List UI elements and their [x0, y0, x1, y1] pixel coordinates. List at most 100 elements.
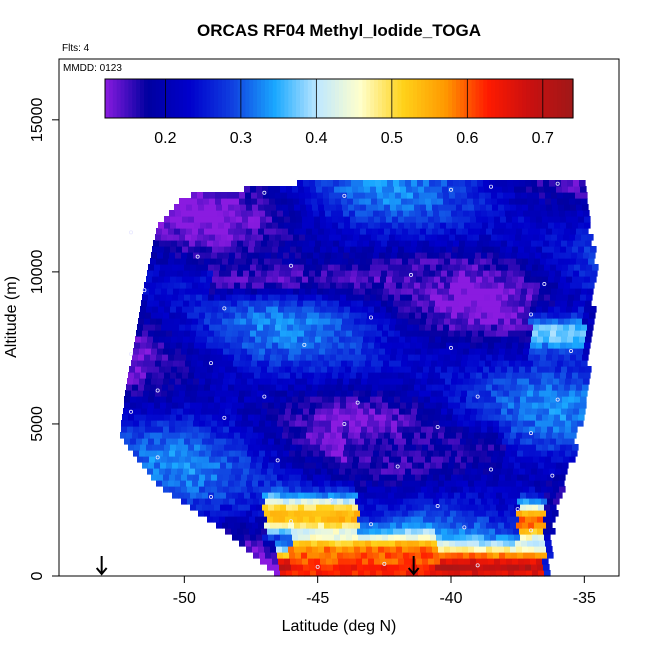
heatmap-cell — [142, 438, 149, 445]
heatmap-cell — [213, 516, 220, 523]
heatmap-cell — [250, 438, 257, 445]
heatmap-cell — [140, 306, 147, 313]
heatmap-cell — [187, 312, 194, 319]
heatmap-cell — [195, 240, 202, 247]
heatmap-cell — [370, 438, 377, 445]
heatmap-cell — [536, 372, 543, 379]
heatmap-cell — [446, 216, 453, 223]
heatmap-cell — [518, 306, 525, 313]
heatmap-cell — [571, 312, 578, 319]
heatmap-cell — [242, 216, 249, 223]
heatmap-cell — [488, 222, 495, 229]
heatmap-cell — [167, 288, 174, 295]
heatmap-cell — [346, 438, 353, 445]
heatmap-cell — [478, 534, 485, 541]
heatmap-cell — [569, 198, 576, 205]
heatmap-cell — [444, 204, 451, 211]
heatmap-cell — [509, 540, 516, 547]
heatmap-cell — [420, 480, 427, 487]
heatmap-cell — [232, 438, 239, 445]
heatmap-cell — [384, 522, 391, 529]
heatmap-cell — [575, 288, 582, 295]
heatmap-cell — [444, 258, 451, 265]
heatmap-cell — [198, 258, 205, 265]
heatmap-cell — [552, 480, 559, 487]
heatmap-cell — [521, 390, 528, 397]
heatmap-cell — [446, 414, 453, 421]
heatmap-cell — [133, 426, 140, 433]
heatmap-cell — [361, 378, 368, 385]
heatmap-cell — [270, 204, 277, 211]
heatmap-cell — [300, 384, 307, 391]
heatmap-cell — [413, 360, 420, 367]
heatmap-cell — [507, 408, 514, 415]
heatmap-cell — [443, 198, 450, 205]
colorbar-segment — [487, 79, 492, 118]
heatmap-cell — [537, 366, 544, 373]
heatmap-cell — [203, 390, 210, 397]
heatmap-cell — [443, 324, 450, 331]
heatmap-cell — [310, 462, 317, 469]
heatmap-cell — [206, 222, 213, 229]
heatmap-cell — [223, 426, 230, 433]
heatmap-cell — [460, 264, 467, 271]
heatmap-cell — [386, 558, 393, 565]
heatmap-cell — [400, 330, 407, 337]
heatmap-cell — [405, 240, 412, 247]
heatmap-cell — [222, 354, 229, 361]
heatmap-cell — [331, 426, 338, 433]
heatmap-cell — [559, 348, 566, 355]
heatmap-cell — [420, 228, 427, 235]
heatmap-cell — [216, 318, 223, 325]
heatmap-cell — [522, 546, 529, 553]
heatmap-cell — [573, 336, 580, 343]
heatmap-cell — [277, 426, 284, 433]
heatmap-cell — [243, 270, 250, 277]
heatmap-cell — [424, 570, 431, 577]
heatmap-cell — [229, 474, 236, 481]
heatmap-cell — [180, 228, 187, 235]
heatmap-cell — [159, 270, 166, 277]
heatmap-cell — [328, 294, 335, 301]
colorbar-segment — [284, 79, 289, 118]
heatmap-cell — [494, 414, 501, 421]
heatmap-cell — [570, 318, 577, 325]
heatmap-cell — [303, 408, 310, 415]
heatmap-cell — [462, 282, 469, 289]
heatmap-cell — [308, 276, 315, 283]
heatmap-cell — [148, 438, 155, 445]
heatmap-cell — [383, 324, 390, 331]
heatmap-cell — [565, 378, 572, 385]
heatmap-cell — [327, 528, 334, 535]
heatmap-cell — [218, 414, 225, 421]
heatmap-cell — [228, 384, 235, 391]
heatmap-cell — [516, 384, 523, 391]
heatmap-cell — [149, 288, 156, 295]
heatmap-cell — [197, 192, 204, 199]
heatmap-cell — [384, 480, 391, 487]
heatmap-cell — [276, 480, 283, 487]
heatmap-cell — [205, 498, 212, 505]
heatmap-cell — [322, 402, 329, 409]
heatmap-cell — [446, 372, 453, 379]
heatmap-cell — [327, 336, 334, 343]
heatmap-cell — [194, 222, 201, 229]
heatmap-cell — [358, 402, 365, 409]
heatmap-cell — [452, 558, 459, 565]
heatmap-cell — [525, 366, 532, 373]
heatmap-cell — [551, 192, 558, 199]
heatmap-cell — [164, 372, 171, 379]
heatmap-cell — [388, 504, 395, 511]
heatmap-cell — [557, 456, 564, 463]
heatmap-cell — [455, 288, 462, 295]
heatmap-cell — [432, 204, 439, 211]
heatmap-cell — [546, 432, 553, 439]
heatmap-cell — [432, 318, 439, 325]
heatmap-cell — [450, 546, 457, 553]
heatmap-cell — [489, 366, 496, 373]
heatmap-cell — [357, 528, 364, 535]
heatmap-cell — [460, 504, 467, 511]
heatmap-cell — [497, 390, 504, 397]
colorbar-tick-label: 0.4 — [305, 130, 327, 147]
heatmap-cell — [457, 252, 464, 259]
